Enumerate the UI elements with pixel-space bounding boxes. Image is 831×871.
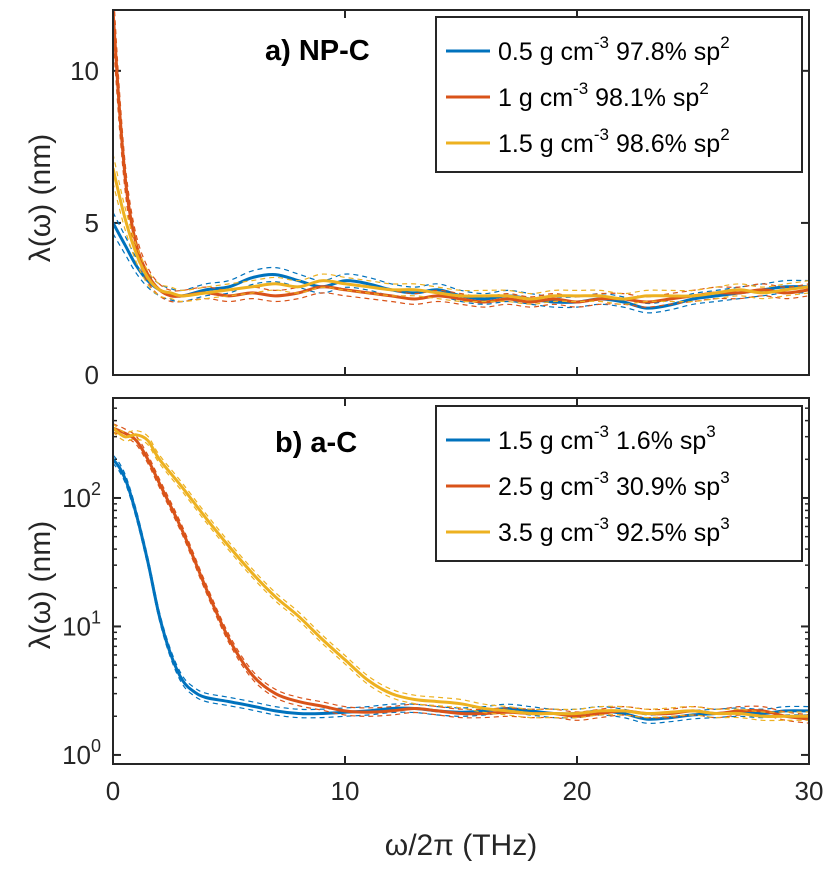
panel-a-title: a) NP-C: [265, 35, 370, 67]
panel-b-axes-box: [112, 397, 810, 765]
legend-entry-2: 1.5 g cm-3 98.6% sp2: [498, 125, 730, 158]
panel-a-ylabel: λ(ω) (nm): [24, 134, 57, 262]
series-1-error-band: [113, 431, 809, 724]
legend-text-tail: 1.6% sp: [609, 427, 706, 455]
ytick-label: 10: [70, 56, 99, 86]
ytick-base: 10: [62, 611, 91, 641]
series-2-line: [113, 426, 809, 718]
legend-text: 2.5 g cm: [498, 473, 594, 501]
legend-entry-0: 0.5 g cm-3 97.8% sp2: [498, 33, 730, 66]
legend-text: 1.5 g cm: [498, 130, 594, 158]
legend-text: 3.5 g cm: [498, 519, 594, 547]
legend-text: 1 g cm: [498, 84, 573, 112]
panel-b-ylabel: λ(ω) (nm): [24, 521, 57, 649]
panel-b-xlabel: ω/2π (THz): [385, 829, 537, 862]
ytick-exponent: 1: [91, 607, 101, 627]
ytick-label: 100: [62, 736, 101, 770]
ytick-base: 10: [62, 740, 91, 770]
ytick-base: 10: [62, 483, 91, 513]
xtick-label: 10: [331, 776, 360, 806]
ytick-label: 101: [62, 607, 101, 641]
legend-exponent-2: 2: [720, 33, 729, 52]
series-2-line: [113, 167, 809, 301]
xtick-label: 30: [795, 776, 824, 806]
legend-text-tail: 30.9% sp: [609, 473, 720, 501]
legend-exponent: -3: [594, 125, 609, 144]
legend-exponent: -3: [594, 514, 609, 533]
legend-exponent: -3: [594, 468, 609, 487]
series-1-error-band: [113, 10, 809, 298]
legend-exponent-2: 3: [720, 514, 729, 533]
legend-text: 1.5 g cm: [498, 427, 594, 455]
xtick-label: 0: [106, 776, 120, 806]
legend-text-tail: 92.5% sp: [609, 519, 720, 547]
legend-entry-2: 3.5 g cm-3 92.5% sp3: [498, 514, 730, 547]
legend-box: [435, 405, 803, 562]
series-2-error-band: [113, 153, 809, 295]
ytick-label: 102: [62, 479, 101, 513]
xtick-label: 20: [563, 776, 592, 806]
series-2-error-band: [113, 182, 809, 305]
panel-b-lines: [113, 423, 809, 724]
series-2-error-band: [113, 423, 809, 713]
legend-text-tail: 98.1% sp: [588, 84, 699, 112]
legend-entry-1: 2.5 g cm-3 30.9% sp3: [498, 468, 730, 501]
legend-exponent: -3: [573, 79, 588, 98]
legend-entry-0: 1.5 g cm-3 1.6% sp3: [498, 422, 716, 455]
panel-a-lines: [113, 10, 809, 314]
panel-b-title: b) a-C: [275, 427, 357, 459]
legend-entry-1: 1 g cm-3 98.1% sp2: [498, 79, 709, 112]
legend-text: 0.5 g cm: [498, 38, 594, 66]
legend-text-tail: 97.8% sp: [609, 38, 720, 66]
ytick-label: 0: [85, 360, 99, 390]
legend-text-tail: 98.6% sp: [609, 130, 720, 158]
legend-exponent-2: 3: [706, 422, 715, 441]
series-2-error-band: [113, 431, 809, 722]
ytick-exponent: 2: [91, 479, 101, 499]
ytick-label: 5: [85, 208, 99, 238]
legend-exponent: -3: [594, 33, 609, 52]
ytick-exponent: 0: [91, 736, 101, 756]
series-1-error-band: [113, 35, 809, 308]
legend-box: [435, 16, 803, 173]
series-1-error-band: [113, 423, 809, 716]
legend-exponent: -3: [594, 422, 609, 441]
legend-exponent-2: 3: [720, 468, 729, 487]
legend-exponent-2: 2: [720, 125, 729, 144]
legend-exponent-2: 2: [699, 79, 708, 98]
panel-a-axes-box: [112, 9, 810, 376]
